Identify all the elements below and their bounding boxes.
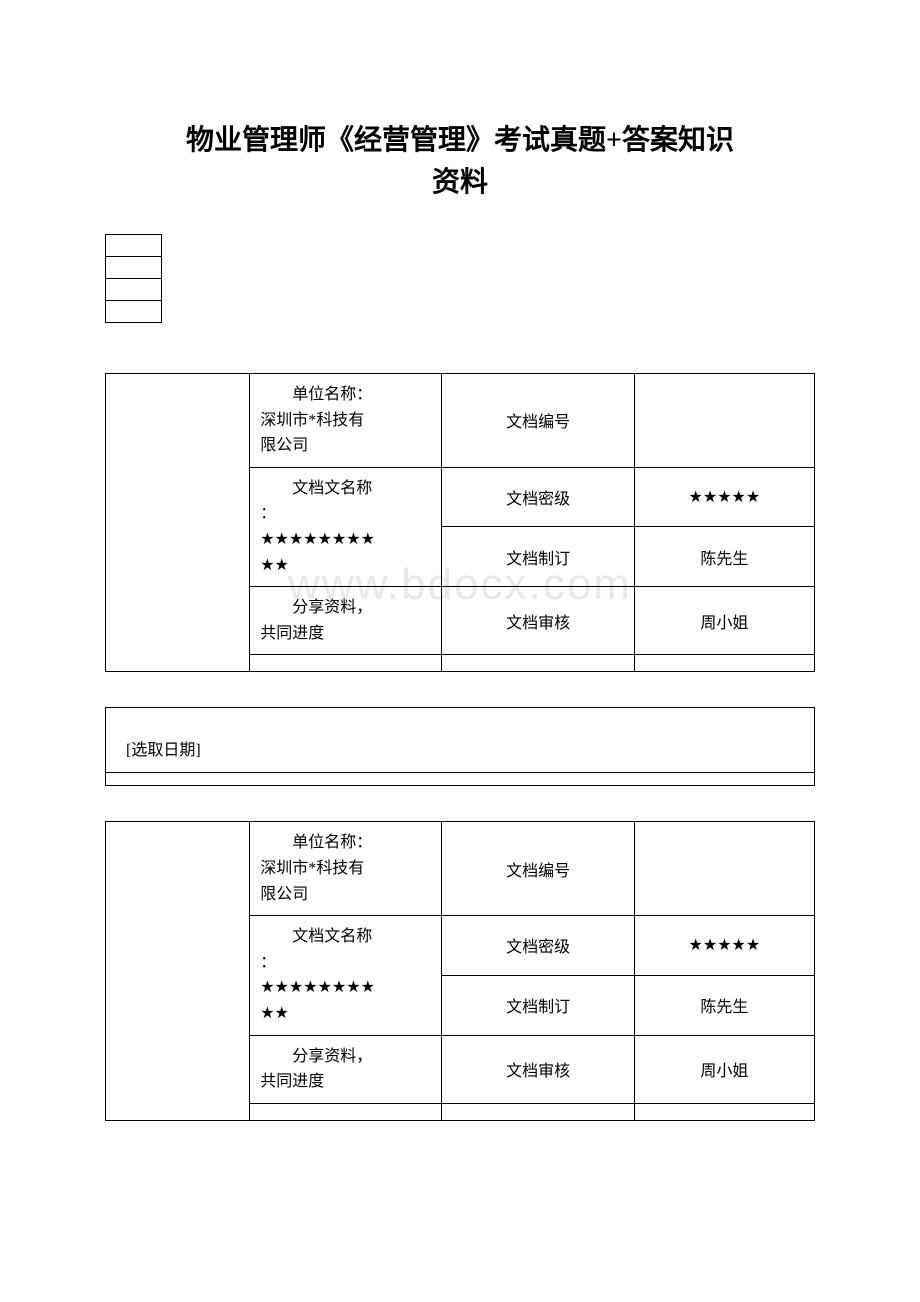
unit-name-cell: 单位名称： 深圳市*科技有 限公司 (250, 374, 442, 468)
document-title: 物业管理师《经营管理》考试真题+答案知识 资料 (105, 120, 815, 204)
doc-author-value: 陈先生 (634, 975, 814, 1035)
empty-cell (106, 374, 250, 672)
info-table-1: 单位名称： 深圳市*科技有 限公司 文档编号 文档文名称 ： ★★★★★★★★ … (105, 373, 815, 672)
info-table-2: 单位名称： 深圳市*科技有 限公司 文档编号 文档文名称 ： ★★★★★★★★ … (105, 821, 815, 1120)
date-label: [选取日期] (106, 708, 814, 773)
title-line-1: 物业管理师《经营管理》考试真题+答案知识 (105, 120, 815, 162)
empty-cell (250, 655, 442, 672)
small-cell (106, 301, 162, 323)
doc-number-value (634, 822, 814, 916)
doc-level-value: ★★★★★ (634, 916, 814, 976)
doc-number-label: 文档编号 (442, 374, 634, 468)
small-cell (106, 279, 162, 301)
empty-cell (634, 1103, 814, 1120)
empty-cell (250, 1103, 442, 1120)
doc-review-value: 周小姐 (634, 1035, 814, 1103)
doc-level-label: 文档密级 (442, 467, 634, 527)
unit-name-cell: 单位名称： 深圳市*科技有 限公司 (250, 822, 442, 916)
table-row: 单位名称： 深圳市*科技有 限公司 文档编号 (106, 374, 815, 468)
title-line-2: 资料 (105, 162, 815, 204)
doc-author-value: 陈先生 (634, 527, 814, 587)
empty-cell (634, 655, 814, 672)
empty-cell (442, 655, 634, 672)
doc-author-label: 文档制订 (442, 527, 634, 587)
doc-review-value: 周小姐 (634, 587, 814, 655)
doc-author-label: 文档制订 (442, 975, 634, 1035)
doc-review-label: 文档审核 (442, 1035, 634, 1103)
small-cell (106, 257, 162, 279)
table-row: 单位名称： 深圳市*科技有 限公司 文档编号 (106, 822, 815, 916)
doc-review-label: 文档审核 (442, 587, 634, 655)
empty-cell (106, 822, 250, 1120)
doc-name-cell: 文档文名称 ： ★★★★★★★★ ★★ (250, 467, 442, 586)
doc-number-value (634, 374, 814, 468)
empty-cell (442, 1103, 634, 1120)
doc-level-label: 文档密级 (442, 916, 634, 976)
share-cell: 分享资料， 共同进度 (250, 1035, 442, 1103)
date-box-spacer (106, 773, 814, 785)
doc-number-label: 文档编号 (442, 822, 634, 916)
share-cell: 分享资料， 共同进度 (250, 587, 442, 655)
date-box: [选取日期] (105, 707, 815, 786)
doc-name-cell: 文档文名称 ： ★★★★★★★★ ★★ (250, 916, 442, 1035)
doc-level-value: ★★★★★ (634, 467, 814, 527)
small-cell (106, 235, 162, 257)
small-empty-table (105, 234, 162, 323)
